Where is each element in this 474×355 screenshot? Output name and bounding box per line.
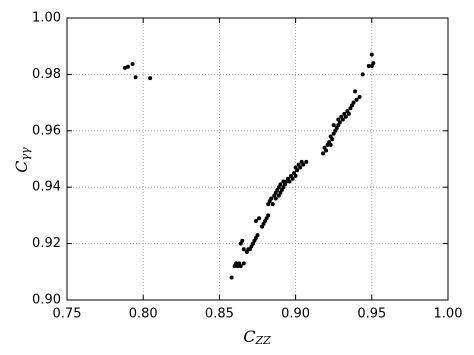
- point: [133, 75, 138, 80]
- point: [353, 89, 358, 94]
- point: [337, 120, 342, 125]
- point: [324, 148, 329, 153]
- y-tick-label: 0.98: [32, 67, 61, 82]
- y-axis-label-base: C: [12, 160, 31, 172]
- y-axis-label: Cγγ: [12, 147, 33, 173]
- point: [253, 219, 258, 224]
- point: [369, 52, 374, 57]
- point: [255, 233, 260, 238]
- point: [148, 76, 153, 81]
- x-tick-label: 1.00: [434, 307, 463, 322]
- point: [269, 196, 274, 201]
- point: [290, 176, 295, 181]
- point: [351, 100, 356, 105]
- x-tick-label: 0.75: [53, 307, 82, 322]
- x-axis-label-sub: ZZ: [254, 334, 271, 347]
- x-tick-label: 0.85: [205, 307, 234, 322]
- point: [357, 94, 362, 99]
- x-tick-label: 0.80: [129, 307, 158, 322]
- point: [360, 72, 365, 77]
- point: [295, 168, 300, 173]
- x-axis-label: CZZ: [243, 327, 271, 348]
- x-tick-label: 0.95: [357, 307, 386, 322]
- point: [241, 247, 246, 252]
- point: [343, 114, 348, 119]
- x-axis-label-base: C: [243, 327, 255, 346]
- point: [122, 65, 127, 70]
- point: [301, 162, 306, 167]
- point: [270, 202, 275, 207]
- point: [125, 64, 130, 69]
- y-tick-label: 0.96: [32, 123, 61, 138]
- point: [321, 151, 326, 156]
- point: [240, 238, 245, 243]
- point: [266, 213, 271, 218]
- point: [287, 179, 292, 184]
- point: [371, 61, 376, 66]
- point: [278, 182, 283, 187]
- y-tick-label: 0.92: [32, 236, 61, 251]
- point: [130, 61, 135, 66]
- point: [304, 159, 309, 164]
- point: [229, 275, 234, 280]
- point: [331, 123, 336, 128]
- point: [298, 165, 303, 170]
- point: [241, 261, 246, 266]
- y-tick-label: 1.00: [32, 11, 61, 26]
- point: [273, 196, 278, 201]
- point: [257, 216, 262, 221]
- point: [328, 142, 333, 147]
- point: [346, 111, 351, 116]
- point: [366, 63, 371, 68]
- point: [354, 97, 359, 102]
- y-tick-label: 0.90: [32, 293, 61, 308]
- x-tick-label: 0.90: [281, 307, 310, 322]
- y-axis-label-sub: γγ: [19, 147, 32, 161]
- y-tick-label: 0.94: [32, 180, 61, 195]
- point: [330, 137, 335, 142]
- point: [340, 117, 345, 122]
- point: [293, 173, 298, 178]
- point: [238, 264, 243, 269]
- plot-frame: [66, 17, 449, 301]
